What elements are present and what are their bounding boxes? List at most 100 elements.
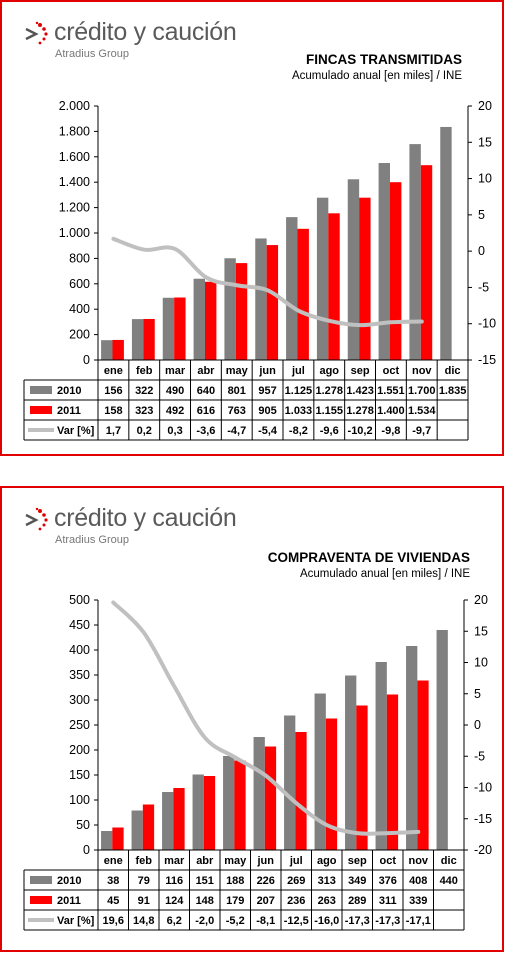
x-tick-label: dic xyxy=(445,365,461,377)
y-tick-label: 1.800 xyxy=(59,124,90,138)
x-tick-label: may xyxy=(226,365,249,377)
data-label: 339 xyxy=(409,895,427,907)
data-label: -9,6 xyxy=(320,425,339,437)
y-tick-label: 150 xyxy=(69,768,90,782)
y2-tick-label: -15 xyxy=(474,812,492,826)
x-tick-label: ene xyxy=(104,855,123,867)
y2-tick-label: -5 xyxy=(478,280,489,294)
x-tick-label: mar xyxy=(164,855,185,867)
bar-2010 xyxy=(345,675,357,850)
bar-2010 xyxy=(253,737,265,850)
y2-tick-label: -10 xyxy=(474,781,492,795)
data-label: 79 xyxy=(138,875,150,887)
x-tick-label: jun xyxy=(258,365,276,377)
bar-2010 xyxy=(347,179,360,360)
x-tick-label: abr xyxy=(196,855,214,867)
bar-2010 xyxy=(314,693,326,850)
data-label: 151 xyxy=(196,875,214,887)
chart-title: FINCAS TRANSMITIDAS xyxy=(306,52,462,67)
data-label: 313 xyxy=(318,875,336,887)
data-label: -10,2 xyxy=(348,425,373,437)
bar-2010 xyxy=(409,144,421,360)
data-label: 38 xyxy=(107,875,119,887)
data-label: -16,0 xyxy=(314,915,339,927)
y2-tick-label: 0 xyxy=(474,718,481,732)
y-tick-label: 1.400 xyxy=(59,175,90,189)
data-label: -3,6 xyxy=(196,425,215,437)
data-label: 763 xyxy=(228,405,246,417)
bar-2011 xyxy=(142,804,155,850)
chart-subtitle: Acumulado anual [en miles] / INE xyxy=(299,568,470,580)
x-tick-label: jul xyxy=(289,855,303,867)
chart-title: COMPRAVENTA DE VIVIENDAS xyxy=(267,550,470,565)
legend-label: 2011 xyxy=(57,405,81,417)
data-label: 1,7 xyxy=(106,425,121,437)
data-label: 640 xyxy=(197,385,215,397)
chart-fincas: 02004006008001.0001.2001.4001.6001.8002.… xyxy=(23,99,496,441)
data-label: 1.534 xyxy=(408,405,436,417)
data-label: 408 xyxy=(409,875,427,887)
bar-2011 xyxy=(112,339,124,360)
y2-tick-label: -20 xyxy=(474,843,492,857)
x-tick-label: ago xyxy=(319,365,339,377)
x-tick-label: feb xyxy=(136,855,153,867)
legend-key-2010 xyxy=(30,386,52,394)
data-label: 1.125 xyxy=(285,385,313,397)
data-label: 116 xyxy=(165,875,183,887)
data-label: -2,0 xyxy=(195,915,214,927)
x-tick-label: ene xyxy=(104,365,123,377)
bar-2011 xyxy=(295,732,307,850)
y-tick-label: 600 xyxy=(69,277,90,291)
bar-2011 xyxy=(420,165,433,360)
x-tick-label: sep xyxy=(351,365,370,377)
bar-2011 xyxy=(386,694,399,850)
y-tick-label: 400 xyxy=(69,302,90,316)
bar-2011 xyxy=(266,245,279,360)
y-tick-label: 400 xyxy=(69,643,90,657)
data-label: 14,8 xyxy=(133,915,154,927)
y-tick-label: 100 xyxy=(69,793,90,807)
data-label: 188 xyxy=(226,875,244,887)
data-label: 1.835 xyxy=(439,385,467,397)
bar-2011 xyxy=(234,760,246,850)
bar-2010 xyxy=(316,197,329,360)
data-label: -12,5 xyxy=(284,915,309,927)
y-tick-label: 350 xyxy=(69,668,90,682)
y-tick-label: 200 xyxy=(69,328,90,342)
y2-tick-label: 20 xyxy=(478,99,492,113)
bar-2011 xyxy=(204,281,217,360)
data-label: -17,1 xyxy=(406,915,431,927)
brand-group: Atradius Group xyxy=(55,48,129,60)
var-line xyxy=(111,236,424,328)
chart-subtitle: Acumulado anual [en miles] / INE xyxy=(291,70,462,82)
data-label: 801 xyxy=(228,385,246,397)
x-tick-label: oct xyxy=(380,855,397,867)
data-label: 616 xyxy=(197,405,215,417)
data-label: 440 xyxy=(440,875,458,887)
logo-mark-icon xyxy=(25,21,48,45)
legend-label: 2010 xyxy=(57,875,81,887)
x-tick-label: feb xyxy=(136,365,153,377)
x-tick-label: nov xyxy=(408,855,428,867)
data-label: -5,2 xyxy=(226,915,245,927)
data-label: 1.155 xyxy=(315,405,343,417)
y-tick-label: 1.000 xyxy=(59,226,90,240)
bar-2011 xyxy=(112,827,124,850)
bar-2010 xyxy=(101,340,113,360)
y2-tick-label: 15 xyxy=(478,135,492,149)
y-tick-label: 250 xyxy=(69,718,90,732)
data-label: 490 xyxy=(166,385,184,397)
bar-2011 xyxy=(328,213,340,360)
bar-2010 xyxy=(162,297,175,360)
bar-2011 xyxy=(173,788,185,850)
bar-2011 xyxy=(389,182,402,360)
y2-tick-label: 15 xyxy=(474,624,488,638)
y-tick-label: 1.600 xyxy=(59,150,90,164)
data-label: 905 xyxy=(258,405,276,417)
x-tick-label: abr xyxy=(197,365,215,377)
y-tick-label: 0 xyxy=(83,843,90,857)
data-label: 226 xyxy=(257,875,275,887)
data-label: 236 xyxy=(287,895,305,907)
bar-2010 xyxy=(406,646,418,850)
bar-2010 xyxy=(101,831,113,850)
